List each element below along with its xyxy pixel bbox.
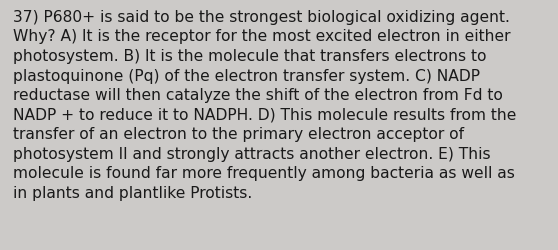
Text: 37) P680+ is said to be the strongest biological oxidizing agent.
Why? A) It is : 37) P680+ is said to be the strongest bi… xyxy=(13,10,516,200)
